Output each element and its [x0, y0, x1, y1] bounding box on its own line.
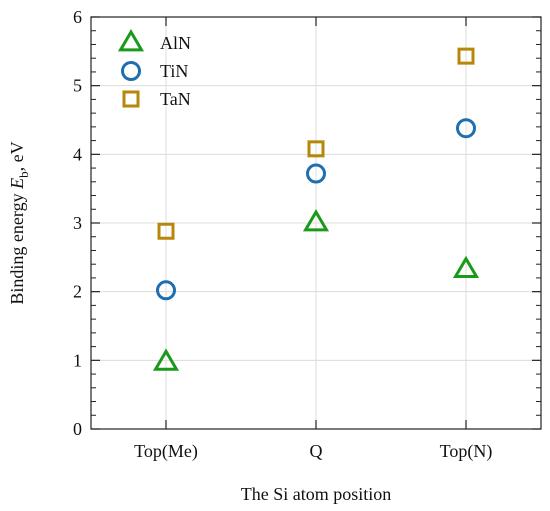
point-tan — [307, 140, 325, 158]
legend-label-aln: AlN — [160, 33, 191, 53]
legend-marker-tin — [121, 61, 141, 81]
y-axis-label-symbol: E — [7, 178, 27, 190]
point-tin — [156, 280, 176, 301]
x-tick-label: Top(Me) — [134, 441, 198, 462]
y-tick-label: 0 — [73, 419, 82, 439]
y-tick-label: 4 — [73, 144, 82, 164]
y-axis-label-unit: , eV — [7, 141, 27, 171]
x-tick-label: Top(N) — [440, 441, 493, 462]
y-tick-label: 2 — [73, 282, 82, 302]
y-axis-label-subscript: b — [16, 171, 31, 178]
point-aln — [152, 348, 180, 371]
point-tin — [456, 118, 476, 139]
y-tick-label: 1 — [73, 350, 82, 370]
point-aln — [452, 255, 480, 279]
plot-frame — [90, 16, 542, 430]
y-tick-label: 5 — [73, 76, 82, 96]
legend: AlN TiN TaN — [117, 29, 191, 109]
legend-marker-aln — [117, 29, 145, 52]
x-axis-label: The Si atom position — [241, 484, 392, 504]
y-axis-label-text: Binding energy — [7, 189, 27, 305]
y-tick-label: 6 — [73, 7, 82, 27]
point-aln — [302, 209, 330, 232]
point-tin — [306, 163, 326, 184]
point-tan — [457, 47, 475, 65]
legend-label-tin: TiN — [160, 61, 188, 81]
point-tan — [157, 222, 175, 240]
legend-marker-tan — [122, 90, 140, 108]
y-axis-label: Binding energy Eb, eV — [7, 141, 31, 304]
x-tick-label: Q — [310, 441, 323, 461]
legend-label-tan: TaN — [160, 89, 191, 109]
x-axis-ticks: Top(Me) Q Top(N) — [134, 17, 492, 462]
y-tick-label: 3 — [73, 213, 82, 233]
data-markers — [152, 47, 480, 371]
